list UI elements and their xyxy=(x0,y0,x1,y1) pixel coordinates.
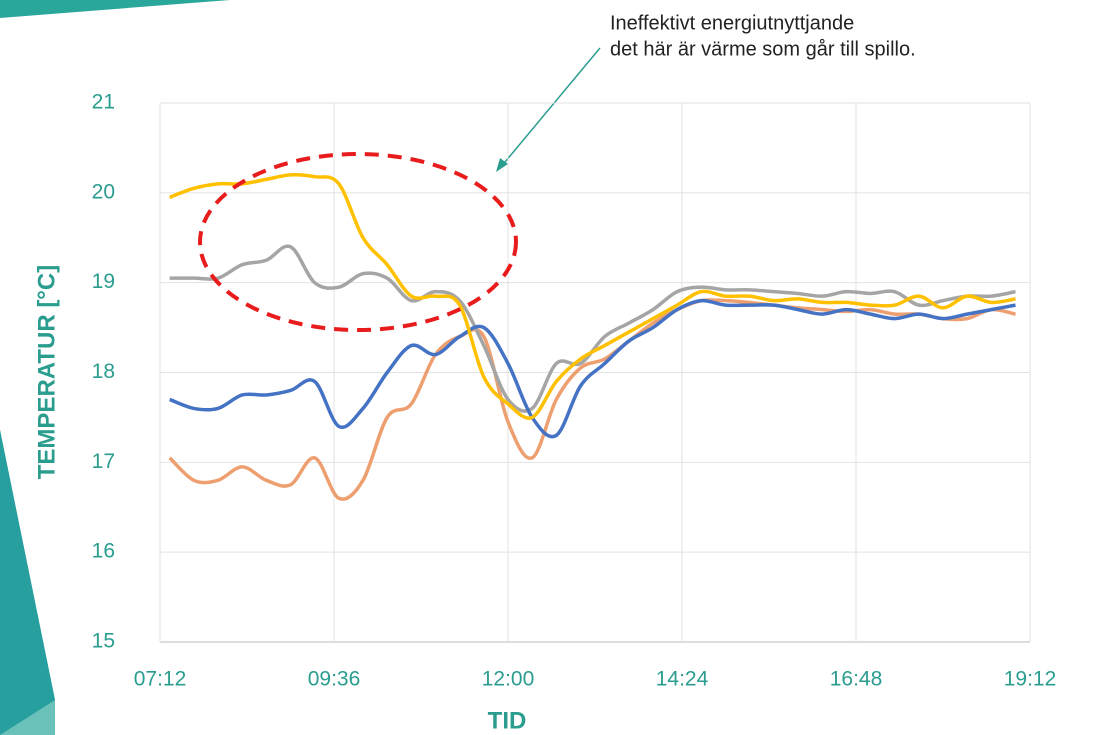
series-line xyxy=(169,298,1016,439)
y-tick-label: 20 xyxy=(92,180,115,203)
x-tick-label: 14:24 xyxy=(656,668,709,691)
x-tick-label: 19:12 xyxy=(1004,668,1057,691)
arrow-head xyxy=(496,158,508,172)
series-line xyxy=(169,172,1016,420)
x-tick-label: 12:00 xyxy=(482,668,535,691)
x-tick-label: 07:12 xyxy=(134,668,187,691)
y-tick-label: 18 xyxy=(92,360,115,383)
y-tick-label: 16 xyxy=(92,540,115,563)
x-tick-label: 09:36 xyxy=(308,668,361,691)
annotation-arrow xyxy=(499,47,601,169)
x-tick-label: 16:48 xyxy=(830,668,883,691)
highlight-ellipse xyxy=(198,152,518,332)
x-axis-label: TID xyxy=(488,707,527,734)
y-axis-label: TEMPERATUR [°C] xyxy=(33,265,60,479)
y-tick-label: 17 xyxy=(92,450,115,473)
series-line xyxy=(168,298,1016,501)
annotation: Ineffektivt energiutnyttjande xyxy=(610,12,854,34)
y-tick-label: 15 xyxy=(92,630,115,653)
decoration xyxy=(0,430,55,735)
y-tick-label: 19 xyxy=(92,270,115,293)
decoration xyxy=(0,0,230,18)
annotation: det här är värme som går till spillo. xyxy=(610,38,916,60)
y-tick-label: 21 xyxy=(92,91,115,114)
